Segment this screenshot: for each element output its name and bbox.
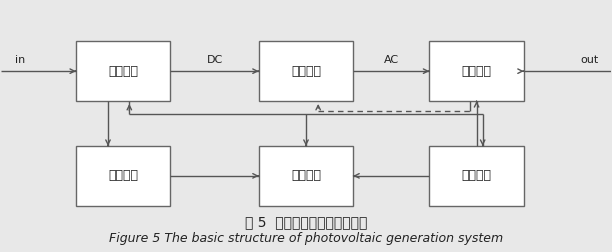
Text: DC: DC [206,55,223,65]
Text: 逆变电路: 逆变电路 [291,65,321,78]
Text: 输出电路: 输出电路 [461,65,491,78]
FancyBboxPatch shape [259,146,353,206]
Text: out: out [580,55,599,65]
Text: 保护电路: 保护电路 [461,169,491,182]
Text: 控制电路: 控制电路 [291,169,321,182]
FancyBboxPatch shape [259,41,353,101]
FancyBboxPatch shape [76,146,171,206]
Text: Figure 5 The basic structure of photovoltaic generation system: Figure 5 The basic structure of photovol… [109,232,503,245]
Text: in: in [15,55,25,65]
Text: 图 5  光伏逆变系统基本结构图: 图 5 光伏逆变系统基本结构图 [245,215,367,229]
FancyBboxPatch shape [76,41,171,101]
FancyBboxPatch shape [430,146,524,206]
FancyBboxPatch shape [430,41,524,101]
Text: AC: AC [384,55,399,65]
Text: 辅助电路: 辅助电路 [108,169,138,182]
Text: 输入电路: 输入电路 [108,65,138,78]
